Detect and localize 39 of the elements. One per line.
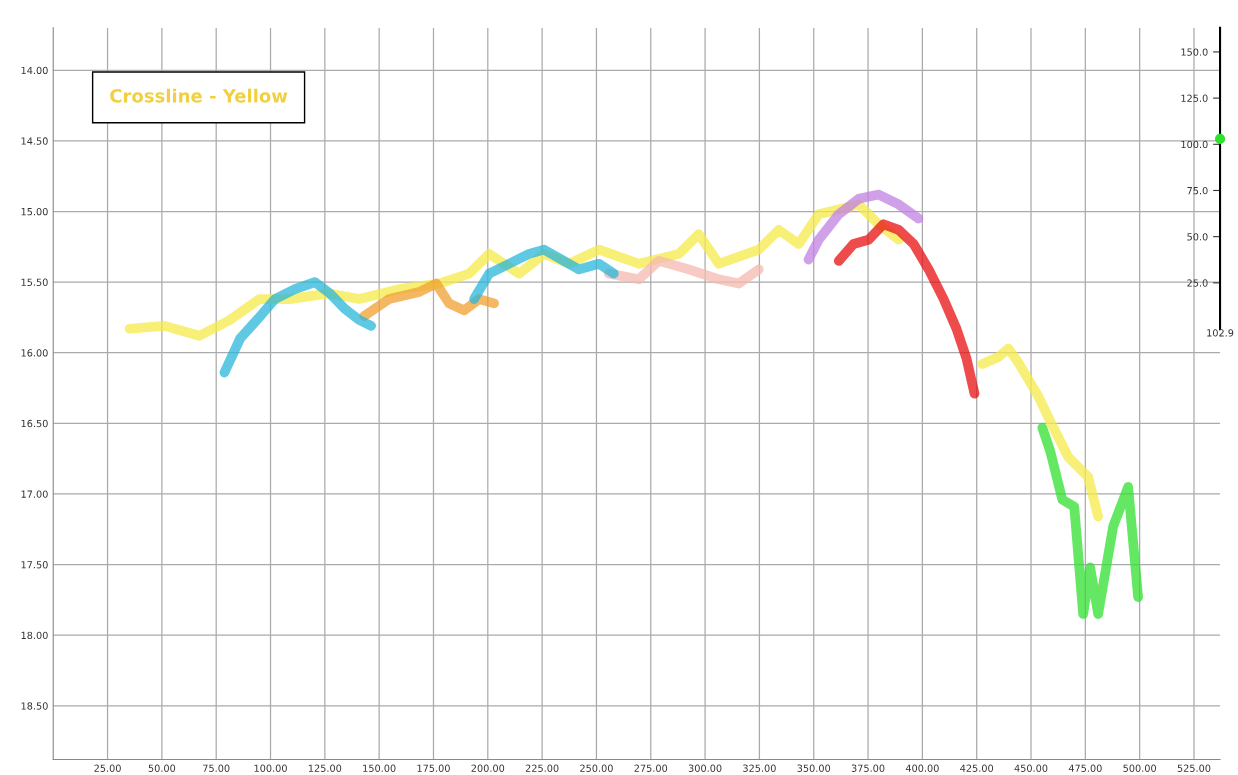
x-tick-label: 400.00 xyxy=(905,764,939,772)
y-tick-label: 15.50 xyxy=(21,278,48,286)
x-tick-label: 150.00 xyxy=(363,764,396,772)
y-tick-label: 14.50 xyxy=(21,137,48,145)
x-tick-label: 500.00 xyxy=(1123,764,1157,772)
x-tick-label: 25.00 xyxy=(94,764,121,772)
y2-tick-label: 100.0 xyxy=(1181,140,1208,149)
y-tick-label: 18.50 xyxy=(21,702,48,710)
y2-tick-label: 75.0 xyxy=(1187,186,1208,195)
x-tick-label: 275.00 xyxy=(634,764,668,772)
y-tick-label: 17.50 xyxy=(21,561,48,569)
annotation: Crossline - Yellow xyxy=(110,88,288,103)
x-tick-label: 375.00 xyxy=(851,764,885,772)
x-tick-label: 475.00 xyxy=(1068,764,1102,772)
x-tick-label: 100.00 xyxy=(254,764,287,772)
y2-tick-label: 50.0 xyxy=(1187,233,1208,241)
y-tick-label: 16.50 xyxy=(21,419,48,428)
x-tick-label: 525.00 xyxy=(1177,764,1211,772)
x-tick-label: 75.00 xyxy=(203,764,230,772)
x-tick-label: 350.00 xyxy=(797,764,831,772)
x-tick-label: 50.00 xyxy=(148,764,176,772)
y2-tick-label: 150.0 xyxy=(1181,48,1208,56)
x-tick-label: 300.00 xyxy=(688,764,722,772)
y-tick-label: 17.00 xyxy=(21,490,48,498)
x-tick-label: 250.00 xyxy=(580,764,613,772)
x-tick-label: 175.00 xyxy=(417,764,450,772)
x-tick-label: 425.00 xyxy=(960,764,994,772)
annotation: 102.9 xyxy=(1207,329,1234,337)
x-tick-label: 450.00 xyxy=(1014,764,1048,772)
y-tick-label: 14.00 xyxy=(21,66,48,75)
x-tick-label: 325.00 xyxy=(743,764,776,772)
y-tick-label: 18.00 xyxy=(21,631,48,640)
y2-tick-label: 125.0 xyxy=(1181,94,1208,102)
y-tick-label: 16.00 xyxy=(21,349,48,357)
x-tick-label: 200.00 xyxy=(471,764,505,772)
x-tick-label: 125.00 xyxy=(308,764,342,772)
y2-tick-label: 25.0 xyxy=(1187,279,1208,287)
y-tick-label: 15.00 xyxy=(21,207,48,216)
x-tick-label: 225.00 xyxy=(525,764,559,772)
